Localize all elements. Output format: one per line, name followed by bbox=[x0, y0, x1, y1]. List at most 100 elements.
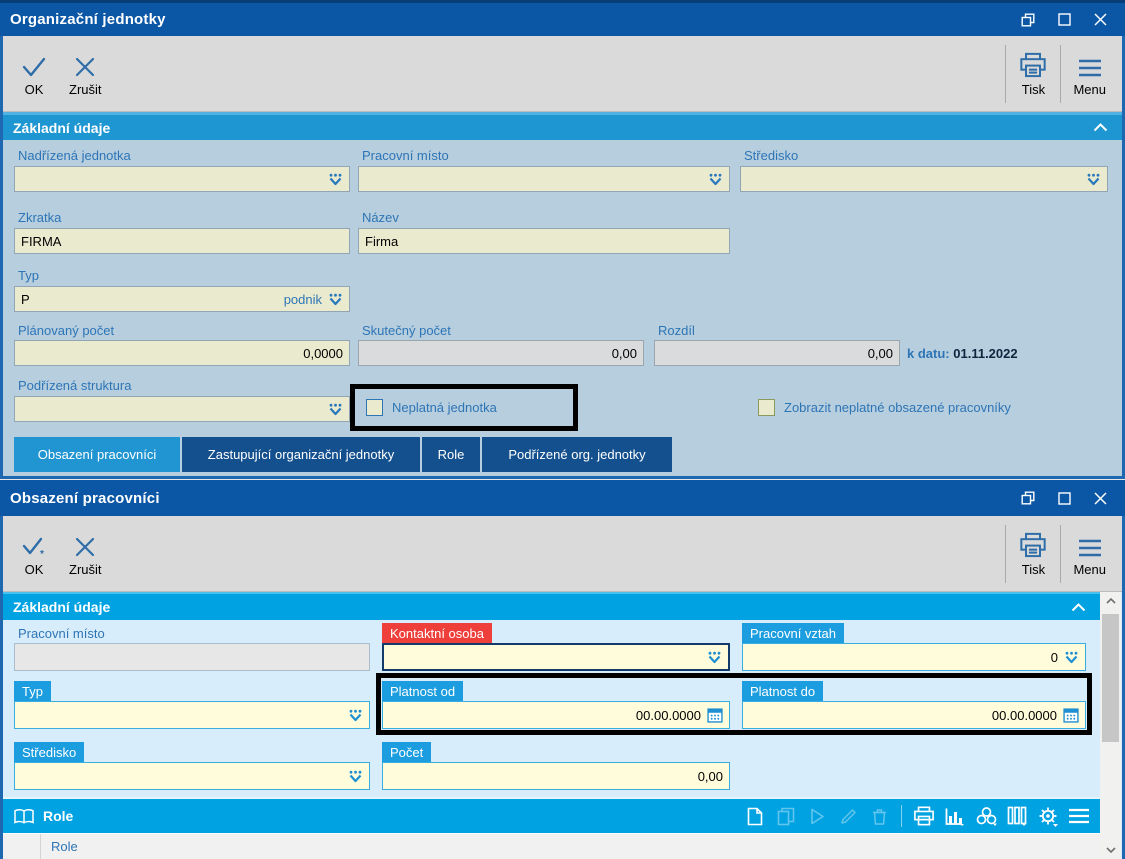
window-border-right bbox=[1122, 0, 1125, 479]
pracovni-misto-combo[interactable] bbox=[358, 166, 730, 192]
section-title: Základní údaje bbox=[13, 119, 111, 136]
pracovni-misto-field bbox=[14, 643, 370, 671]
role-column-header[interactable]: Role bbox=[51, 839, 78, 854]
svg-text:*: * bbox=[40, 549, 44, 558]
cancel-label: Zrušit bbox=[69, 82, 102, 97]
nadrizena-jednotka-combo[interactable] bbox=[14, 166, 350, 192]
toolbar: * OK Zrušit Tisk Menu bbox=[3, 516, 1122, 592]
typ-display-text: podnik bbox=[283, 291, 322, 307]
scrollbar-thumb[interactable] bbox=[1102, 614, 1119, 742]
print-label: Tisk bbox=[1021, 82, 1046, 97]
dropdown-icon bbox=[329, 173, 342, 185]
collapse-section-icon[interactable] bbox=[1071, 602, 1090, 612]
role-grid-header-bar: Role bbox=[3, 797, 1100, 833]
restore-window-icon[interactable] bbox=[1013, 485, 1043, 511]
nadrizena-jednotka-label: Nadřízená jednotka bbox=[18, 148, 131, 163]
zobrazit-neplatne-checkbox[interactable] bbox=[758, 399, 775, 416]
dropdown-icon bbox=[708, 651, 721, 663]
neplatna-jednotka-label: Neplatná jednotka bbox=[392, 400, 497, 415]
window-border-right bbox=[1122, 480, 1125, 859]
maximize-window-icon[interactable] bbox=[1049, 7, 1079, 33]
new-record-icon[interactable] bbox=[744, 805, 766, 827]
section-header-zakladni-udaje: Základní údaje bbox=[3, 592, 1100, 620]
typ-combo[interactable]: P podnik bbox=[14, 286, 350, 312]
nazev-field[interactable]: Firma bbox=[358, 228, 730, 254]
menu-label: Menu bbox=[1073, 562, 1106, 577]
role-grid-column-header-row: Role bbox=[3, 833, 1100, 859]
chart-icon[interactable] bbox=[944, 805, 966, 827]
section-title: Základní údaje bbox=[13, 599, 111, 615]
edit-pencil-icon bbox=[837, 805, 859, 827]
pocet-field[interactable]: 0,00 bbox=[382, 762, 730, 790]
close-window-icon[interactable] bbox=[1085, 485, 1115, 511]
platnost-do-field[interactable]: 00.00.0000 bbox=[742, 701, 1086, 729]
tab-podrizene-org-jednotky[interactable]: Podřízené org. jednotky bbox=[482, 437, 672, 472]
tab-role[interactable]: Role bbox=[422, 437, 480, 472]
platnost-od-label-chip: Platnost od bbox=[382, 681, 464, 701]
icon-separator bbox=[901, 805, 902, 827]
ok-new-button[interactable]: * OK bbox=[9, 521, 59, 587]
section-header-zakladni-udaje: Základní údaje bbox=[3, 112, 1122, 140]
ok-button[interactable]: OK bbox=[9, 41, 59, 107]
zobrazit-neplatne-label: Zobrazit neplatné obsazené pracovníky bbox=[784, 400, 1011, 415]
restore-window-icon[interactable] bbox=[1013, 7, 1043, 33]
toolbar-separator bbox=[1005, 44, 1007, 103]
rozdil-field: 0,00 bbox=[654, 340, 900, 366]
columns-icon[interactable] bbox=[1006, 805, 1028, 827]
cancel-button[interactable]: Zrušit bbox=[59, 41, 112, 107]
platnost-od-field[interactable]: 00.00.0000 bbox=[382, 701, 730, 729]
print-button[interactable]: Tisk bbox=[1008, 41, 1058, 107]
collapse-section-icon[interactable] bbox=[1093, 123, 1112, 132]
neplatna-jednotka-checkbox[interactable] bbox=[366, 399, 383, 416]
print-button[interactable]: Tisk bbox=[1008, 521, 1058, 587]
grid-print-icon[interactable] bbox=[913, 805, 935, 827]
podrizena-struktura-label: Podřízená struktura bbox=[18, 378, 132, 393]
print-label: Tisk bbox=[1021, 562, 1046, 577]
typ-label: Typ bbox=[18, 268, 39, 283]
cancel-button[interactable]: Zrušit bbox=[59, 521, 112, 587]
window-border-left bbox=[0, 480, 3, 859]
typ-label-chip: Typ bbox=[14, 681, 51, 701]
skutecny-pocet-label: Skutečný počet bbox=[362, 323, 451, 338]
close-window-icon[interactable] bbox=[1085, 7, 1115, 33]
settings-gear-icon[interactable] bbox=[1037, 805, 1059, 827]
tab-zastupujici-organizacni-jednotky[interactable]: Zastupující organizační jednotky bbox=[182, 437, 420, 472]
pracovni-vztah-combo[interactable]: 0 bbox=[742, 643, 1086, 671]
scroll-up-icon[interactable] bbox=[1100, 592, 1121, 610]
tab-obsazeni-pracovnici[interactable]: Obsazení pracovníci bbox=[14, 437, 180, 472]
dropdown-icon bbox=[1065, 651, 1078, 663]
vertical-scrollbar[interactable] bbox=[1100, 592, 1121, 859]
calendar-icon[interactable] bbox=[707, 707, 723, 723]
titlebar[interactable]: Obsazení pracovníci bbox=[0, 480, 1125, 516]
role-grid-title: Role bbox=[43, 808, 74, 824]
copy-icon bbox=[775, 805, 797, 827]
maximize-window-icon[interactable] bbox=[1049, 485, 1079, 511]
menu-button[interactable]: Menu bbox=[1063, 521, 1116, 587]
calendar-icon[interactable] bbox=[1063, 707, 1079, 723]
cancel-label: Zrušit bbox=[69, 562, 102, 577]
zkratka-field[interactable]: FIRMA bbox=[14, 228, 350, 254]
hamburger-icon bbox=[1077, 50, 1103, 78]
menu-button[interactable]: Menu bbox=[1063, 41, 1116, 107]
titlebar[interactable]: Organizační jednotky bbox=[0, 0, 1125, 36]
stredisko-combo[interactable] bbox=[14, 762, 370, 790]
dropdown-icon bbox=[329, 293, 342, 305]
podrizena-struktura-combo[interactable] bbox=[14, 396, 350, 422]
window-title: Organizační jednotky bbox=[10, 11, 166, 28]
ok-label: OK bbox=[24, 82, 44, 97]
stredisko-combo[interactable] bbox=[740, 166, 1108, 192]
toolbar-separator bbox=[1060, 524, 1062, 583]
window-obsazeni-pracovnici: Obsazení pracovníci * OK Zrušit bbox=[0, 480, 1125, 859]
toolbar-separator bbox=[1005, 524, 1007, 583]
scroll-down-icon[interactable] bbox=[1100, 841, 1121, 859]
planovany-pocet-label: Plánovaný počet bbox=[18, 323, 115, 338]
kontaktni-osoba-combo[interactable] bbox=[382, 643, 730, 671]
planovany-pocet-field[interactable]: 0,0000 bbox=[14, 340, 350, 366]
printer-icon bbox=[1019, 530, 1047, 558]
check-star-icon: * bbox=[21, 530, 47, 558]
window-border-bottom bbox=[0, 476, 1125, 479]
typ-combo[interactable] bbox=[14, 701, 370, 729]
window-border-left bbox=[0, 0, 3, 479]
grid-menu-icon[interactable] bbox=[1068, 805, 1090, 827]
relations-icon[interactable] bbox=[975, 805, 997, 827]
